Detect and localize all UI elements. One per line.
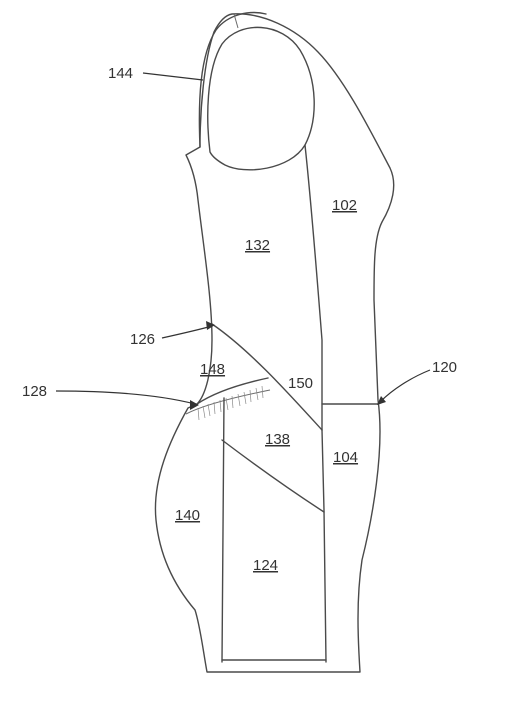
label-102: 102 — [332, 197, 357, 214]
label-120: 120 — [432, 359, 457, 376]
label-148: 148 — [200, 361, 225, 378]
label-104: 104 — [333, 449, 358, 466]
label-140: 140 — [175, 507, 200, 524]
label-138: 138 — [265, 431, 290, 448]
label-128: 128 — [22, 383, 47, 400]
diagonal-seam-lower — [222, 440, 324, 512]
leader-126 — [162, 321, 215, 338]
leader-144 — [143, 73, 203, 80]
gathering-marks — [198, 386, 263, 420]
label-150: 150 — [288, 375, 313, 392]
label-144: 144 — [108, 65, 133, 82]
armhole-band-outer — [199, 13, 266, 147]
leader-128 — [56, 391, 199, 410]
label-132: 132 — [245, 237, 270, 254]
front-panel-left-edge — [222, 398, 224, 662]
armhole-opening — [208, 27, 314, 169]
label-126: 126 — [130, 331, 155, 348]
label-124: 124 — [253, 557, 278, 574]
side-seam-lower — [322, 430, 326, 662]
leader-120 — [377, 370, 430, 405]
